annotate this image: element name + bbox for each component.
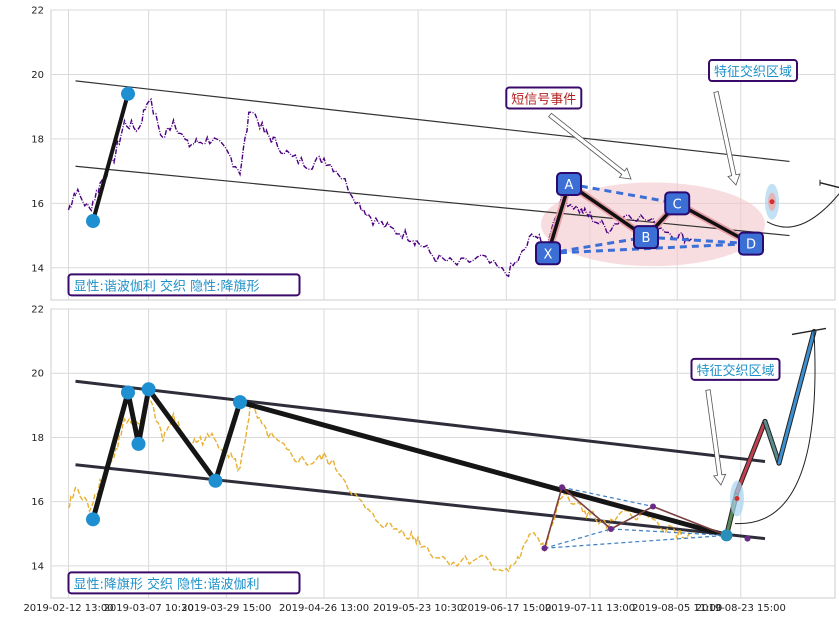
- y-tick-label: 20: [31, 70, 44, 81]
- annotation-label: 特征交织区域: [714, 64, 792, 80]
- harmonic-point-label: A: [565, 178, 574, 193]
- harmonic-point-c: [664, 191, 691, 216]
- harmonic-point-label: B: [642, 231, 651, 246]
- y-tick-label: 18: [31, 134, 44, 145]
- annotation-box: [67, 571, 301, 595]
- harmonic-point-d: [738, 231, 764, 256]
- annotation-arrow: [548, 112, 632, 180]
- y-tick-label: 20: [31, 369, 44, 380]
- hidden-harmonic-point: [650, 503, 656, 510]
- x-tick-label: 2019-04-26 13:00: [279, 603, 369, 614]
- x-tick-label: 2019-03-07 10:30: [104, 603, 194, 614]
- x-tick-label: 2019-06-17 15:00: [461, 603, 551, 614]
- zigzag-pivot: [131, 436, 146, 451]
- zigzag-pivot: [141, 382, 156, 397]
- channel-line: [75, 463, 766, 541]
- harmonic-point-label: X: [544, 247, 553, 262]
- annotation-box: [690, 357, 781, 381]
- annotation-box: [67, 273, 301, 297]
- hidden-harmonic-point: [559, 484, 565, 491]
- annotation-label: 显性:降旗形 交织 隐性:谐波伽利: [74, 576, 260, 592]
- annotation-box: [505, 86, 583, 110]
- projection-segment: [763, 419, 781, 465]
- channel-line: [75, 379, 766, 464]
- channel-line: [75, 80, 790, 163]
- projection-cap: [791, 327, 827, 336]
- hidden-harmonic-dashed: [544, 534, 727, 549]
- y-tick-label: 14: [31, 263, 44, 274]
- x-tick-label: 2019-07-11 13:00: [545, 603, 635, 614]
- x-tick-label: 2019-02-12 13:00: [23, 603, 113, 614]
- zigzag-line: [91, 93, 130, 222]
- zigzag-pivot: [208, 473, 223, 488]
- projection-cap: [819, 182, 839, 189]
- projection-segment: [777, 329, 816, 465]
- y-tick-label: 16: [31, 199, 44, 210]
- zigzag-pivot: [233, 395, 247, 410]
- zigzag-end-pivot: [720, 529, 733, 542]
- feature-zone-dot: [734, 495, 740, 501]
- harmonic-dashed-line: [645, 235, 752, 246]
- hidden-harmonic-dashed: [561, 486, 654, 508]
- hidden-harmonic-point: [541, 545, 548, 552]
- harmonic-point-a: [556, 172, 582, 196]
- zigzag-pivot: [86, 512, 100, 527]
- x-tick-label: 2019-05-23 10:30: [373, 603, 463, 614]
- projection-arc: [766, 193, 839, 228]
- feature-zone-dot: [769, 199, 775, 205]
- projection-arc: [734, 331, 816, 524]
- harmonic-point-label: D: [746, 238, 756, 253]
- y-tick-label: 16: [31, 497, 44, 508]
- channel-line: [75, 165, 790, 237]
- zigzag-pivot: [121, 385, 135, 400]
- projection-segment: [735, 419, 767, 494]
- harmonic-point-label: C: [673, 197, 682, 212]
- annotation-label: 显性:谐波伽利 交织 隐性:降旗形: [74, 278, 260, 294]
- y-tick-label: 22: [31, 6, 44, 17]
- harmonic-point-x: [535, 241, 561, 266]
- feature-zone-end-dot: [744, 535, 751, 542]
- x-tick-label: 2019-08-23 15:00: [696, 603, 786, 614]
- annotation-arrow: [705, 389, 727, 486]
- hidden-harmonic-dashed: [610, 528, 727, 536]
- x-tick-label: 2019-03-29 15:00: [181, 603, 271, 614]
- zigzag-pivot: [121, 86, 135, 101]
- x-tick-label: 2019-08-05 11:00: [632, 603, 722, 614]
- y-tick-label: 14: [31, 561, 44, 572]
- y-tick-label: 22: [31, 305, 44, 316]
- annotation-arrow: [713, 91, 741, 186]
- hidden-harmonic-dashed: [544, 528, 612, 549]
- annotation-box: [708, 59, 798, 83]
- harmonic-point-b: [633, 225, 659, 250]
- harmonic-dashed-line: [547, 235, 647, 255]
- y-tick-label: 18: [31, 433, 44, 444]
- zigzag-pivot: [86, 214, 100, 229]
- annotation-label: 特征交织区域: [697, 363, 775, 379]
- annotation-label: 短信号事件: [511, 92, 576, 107]
- hidden-harmonic-point: [608, 525, 614, 532]
- harmonic-dashed-line: [568, 182, 678, 205]
